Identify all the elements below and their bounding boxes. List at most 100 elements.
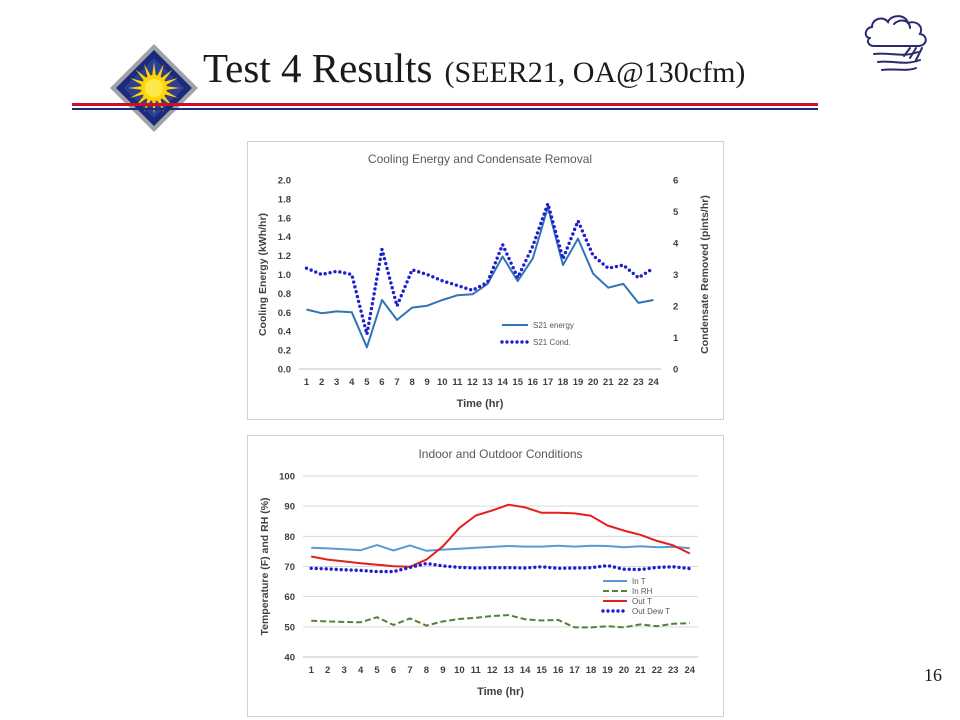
legend-label: Out T (632, 597, 652, 606)
slide-title-subtitle: (SEER21, OA@130cfm) (444, 56, 746, 89)
x-tick-label: 3 (341, 665, 346, 676)
x-tick-label: 8 (409, 377, 414, 388)
x-tick-label: 18 (558, 377, 569, 388)
x-tick-label: 12 (487, 665, 498, 676)
cooling-energy-chart-svg: Cooling Energy and Condensate Removal 0.0… (257, 152, 711, 410)
sun-diamond-logo-icon (110, 44, 198, 132)
x-tick-label: 10 (437, 377, 448, 388)
x-tick-label: 22 (652, 665, 663, 676)
x-tick-label: 23 (633, 377, 644, 388)
y-tick-label: 0.6 (278, 308, 291, 319)
series-line-in-rh (311, 614, 690, 629)
series-line-out-dew-t (309, 561, 692, 574)
x-tick-label: 2 (325, 665, 330, 676)
x-tick-label: 8 (424, 665, 429, 676)
x-tick-label: 20 (619, 665, 630, 676)
x-tick-label: 9 (440, 665, 445, 676)
slide-title-main: Test 4 Results (203, 45, 433, 91)
series-line-out-t (311, 503, 691, 568)
x-tick-label: 24 (684, 665, 695, 676)
conditions-chart-svg: Indoor and Outdoor Conditions 40 50 60 70 80 9… (259, 447, 698, 698)
x-tick-label: 21 (635, 665, 646, 676)
y-tick-label: 0.4 (278, 327, 292, 338)
x-tick-label: 19 (573, 377, 584, 388)
x-tick-label: 20 (588, 377, 599, 388)
sun-ray (165, 86, 180, 90)
legend-label: In T (632, 577, 646, 586)
y-tick-label: 1.4 (278, 232, 292, 243)
legend-label: S21 Cond. (533, 338, 571, 347)
y2-axis-label: Condensate Removed (pints/hr) (699, 195, 711, 354)
x-tick-label: 4 (358, 665, 364, 676)
y-tick-label: 2.0 (278, 176, 291, 187)
sun-ray (135, 69, 147, 81)
x-tick-label: 9 (425, 377, 430, 388)
chart-title: Cooling Energy and Condensate Removal (368, 152, 592, 166)
x-tick-label: 21 (603, 377, 614, 388)
y-tick-label: 100 (279, 472, 295, 483)
y2-tick-label: 0 (673, 365, 678, 376)
x-tick-label: 23 (668, 665, 679, 676)
x-tick-label: 2 (319, 377, 324, 388)
sun-ray (152, 62, 156, 77)
y-tick-label: 1.8 (278, 194, 291, 205)
y-axis-label: Temperature (F) and RH (%) (259, 497, 271, 635)
sun-ray (129, 78, 144, 86)
x-tick-label: 14 (497, 377, 508, 388)
y2-tick-label: 1 (673, 333, 679, 344)
y2-tick-label: 2 (673, 302, 678, 313)
y2-tick-label: 5 (673, 207, 679, 218)
sun-ray (156, 63, 164, 78)
y2-tick-label: 6 (673, 176, 678, 187)
legend-label: Out Dew T (632, 607, 670, 616)
x-tick-label: 11 (452, 377, 463, 388)
y-tick-label: 40 (284, 653, 295, 664)
x-tick-label: 22 (618, 377, 629, 388)
legend-label: In RH (632, 587, 653, 596)
x-tick-label: 1 (304, 377, 310, 388)
x-tick-label: 1 (309, 665, 315, 676)
series-line-s21-energy (306, 206, 654, 349)
y2-tick-label: 4 (673, 239, 679, 250)
y-tick-label: 50 (284, 622, 295, 633)
slide-title: Test 4 Results (SEER21, OA@130cfm) (203, 44, 745, 92)
x-tick-label: 18 (586, 665, 597, 676)
y-tick-label: 60 (284, 592, 295, 603)
y-tick-label: 0.2 (278, 346, 291, 357)
x-axis-label: Time (hr) (477, 686, 524, 698)
x-tick-label: 19 (602, 665, 613, 676)
x-tick-label: 5 (364, 377, 370, 388)
x-tick-label: 12 (467, 377, 478, 388)
chart-title: Indoor and Outdoor Conditions (418, 447, 582, 461)
x-tick-label: 10 (454, 665, 465, 676)
y-tick-label: 1.6 (278, 213, 291, 224)
x-tick-label: 11 (471, 665, 482, 676)
x-tick-label: 17 (543, 377, 554, 388)
x-tick-label: 13 (503, 665, 514, 676)
x-tick-label: 6 (391, 665, 396, 676)
x-tick-label: 7 (394, 377, 399, 388)
x-tick-label: 4 (349, 377, 355, 388)
legend-label: S21 energy (533, 321, 574, 330)
sun-ray (161, 69, 173, 81)
y2-tick-label: 3 (673, 270, 678, 281)
x-tick-label: 24 (648, 377, 659, 388)
cloud-wind-icon (864, 15, 927, 71)
series-line-s21-cond- (304, 201, 656, 337)
x-tick-label: 7 (407, 665, 412, 676)
x-tick-label: 17 (569, 665, 580, 676)
y-tick-label: 90 (284, 502, 295, 513)
x-tick-label: 15 (536, 665, 547, 676)
y-tick-label: 70 (284, 562, 295, 573)
y-tick-label: 80 (284, 532, 295, 543)
x-tick-label: 6 (379, 377, 384, 388)
x-tick-label: 16 (553, 665, 564, 676)
sun-ray (128, 86, 143, 90)
x-axis-label: Time (hr) (457, 398, 504, 410)
title-rule-red (72, 103, 818, 106)
x-tick-label: 3 (334, 377, 339, 388)
y-tick-label: 0.8 (278, 289, 291, 300)
sun-ray (144, 63, 152, 78)
conditions-chart: Indoor and Outdoor Conditions 40 50 60 70 80 9… (247, 435, 724, 717)
y-axis-label: Cooling Energy (kWh/hr) (257, 213, 269, 336)
